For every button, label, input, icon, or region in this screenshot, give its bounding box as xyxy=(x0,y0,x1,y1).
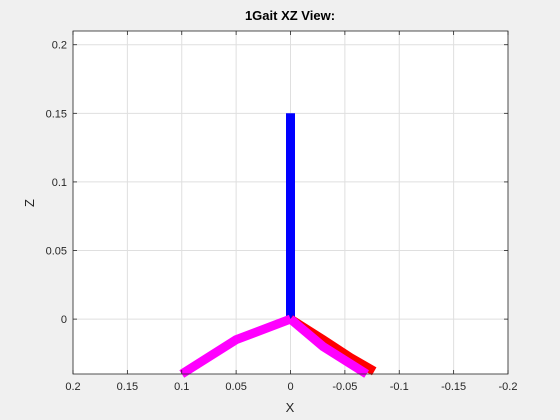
y-axis-ticks: 0 0.05 0.1 0.15 0.2 xyxy=(46,40,508,326)
y-axis-label: Z xyxy=(22,199,37,207)
y-tick-label: 0.15 xyxy=(46,108,67,120)
series-line-4 xyxy=(179,314,293,378)
x-axis-label: X xyxy=(286,400,295,415)
y-tick-label: 0.05 xyxy=(46,246,67,258)
x-axis-ticks: 0.2 0.15 0.1 0.05 0 -0.05 -0.1 -0.15 -0.2 xyxy=(65,31,517,393)
x-tick-label: 0.15 xyxy=(117,381,138,393)
series-line-3 xyxy=(287,315,369,378)
x-tick-label: -0.15 xyxy=(441,381,466,393)
chart-title: 1Gait XZ View: xyxy=(245,8,335,23)
x-tick-label: -0.2 xyxy=(499,381,518,393)
x-tick-label: 0 xyxy=(287,381,293,393)
x-tick-label: 0.1 xyxy=(174,381,189,393)
x-tick-label: -0.05 xyxy=(332,381,357,393)
x-tick-label: 0.2 xyxy=(65,381,80,393)
y-tick-label: 0 xyxy=(61,314,67,326)
x-tick-label: 0.05 xyxy=(225,381,246,393)
y-tick-label: 0.2 xyxy=(52,40,67,52)
x-tick-label: -0.1 xyxy=(390,381,409,393)
y-tick-label: 0.1 xyxy=(52,177,67,189)
series-group xyxy=(179,113,377,378)
